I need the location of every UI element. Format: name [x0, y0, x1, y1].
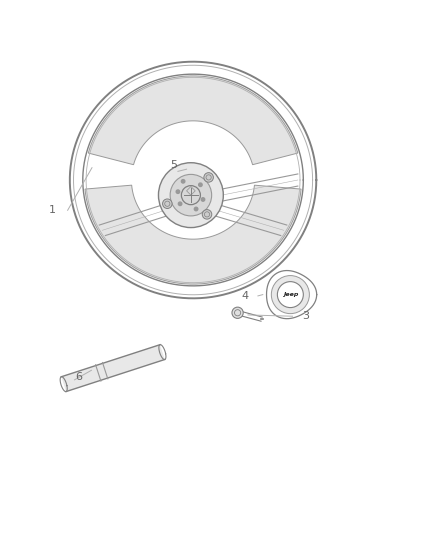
Circle shape	[194, 207, 198, 211]
Text: 6: 6	[75, 372, 82, 382]
Circle shape	[199, 183, 202, 187]
Circle shape	[204, 173, 213, 182]
Circle shape	[176, 190, 180, 193]
Text: Jeep: Jeep	[283, 292, 298, 297]
Text: 5: 5	[170, 160, 177, 170]
Circle shape	[201, 198, 205, 201]
Text: 4: 4	[241, 291, 248, 301]
Polygon shape	[85, 185, 301, 284]
Circle shape	[202, 209, 212, 219]
Circle shape	[232, 307, 243, 318]
Circle shape	[277, 281, 304, 308]
Circle shape	[170, 174, 212, 216]
Circle shape	[159, 163, 223, 228]
Circle shape	[181, 180, 185, 183]
Text: 1: 1	[49, 205, 56, 215]
Circle shape	[162, 199, 172, 208]
Polygon shape	[88, 76, 298, 165]
Circle shape	[271, 276, 309, 313]
Text: 3: 3	[302, 311, 309, 321]
Polygon shape	[61, 345, 165, 392]
Circle shape	[178, 202, 182, 206]
